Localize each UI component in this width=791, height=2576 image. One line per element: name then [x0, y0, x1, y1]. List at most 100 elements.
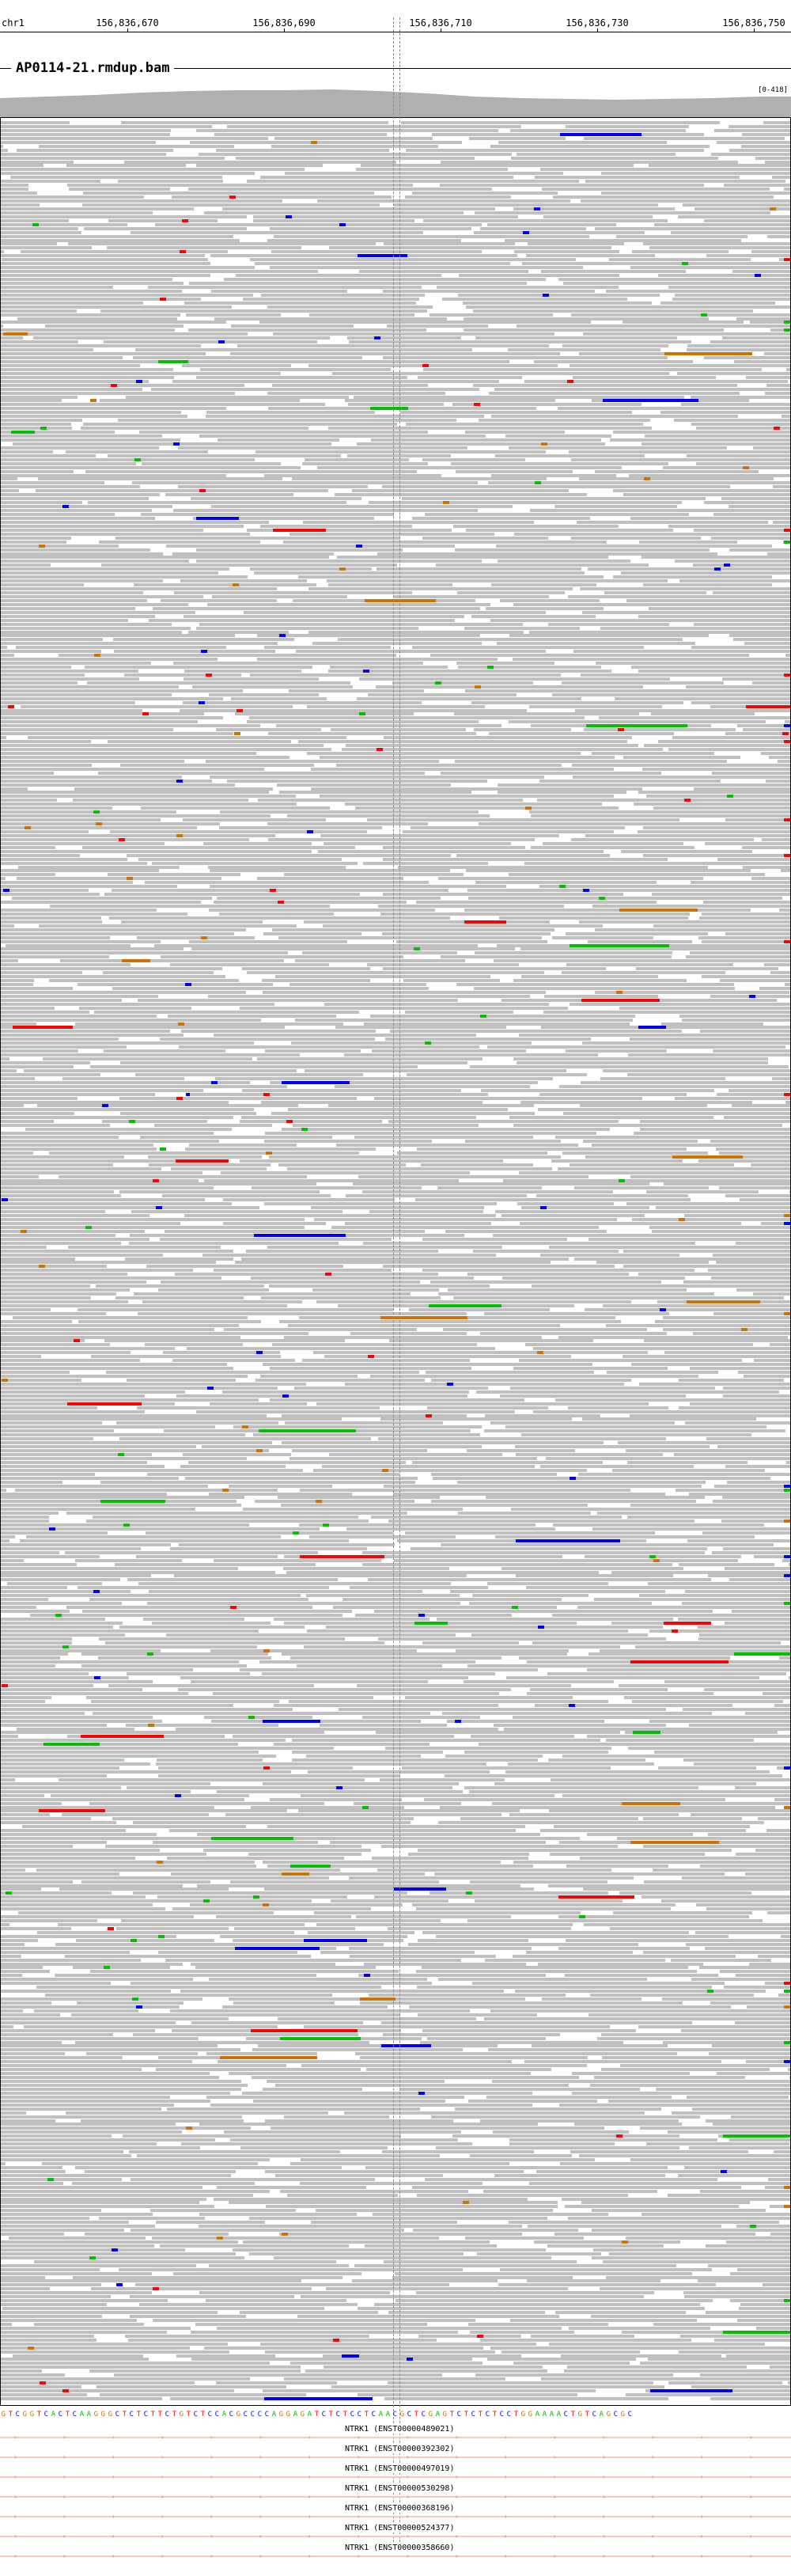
aligned-read[interactable] [602, 1303, 790, 1307]
aligned-read[interactable] [1, 1801, 62, 1805]
aligned-read[interactable] [263, 931, 362, 935]
aligned-read[interactable] [493, 1723, 667, 1727]
aligned-read[interactable] [743, 728, 790, 732]
aligned-read[interactable] [548, 2342, 765, 2346]
aligned-read[interactable] [284, 172, 564, 176]
aligned-read[interactable] [426, 1406, 549, 1409]
aligned-read[interactable] [1, 1080, 250, 1084]
aligned-read[interactable] [1, 1946, 336, 1950]
aligned-read[interactable] [271, 1343, 477, 1347]
gene-feature[interactable]: › › › › › › › › › › › › › › › › NTRK1 (ENST00000497019) [0, 2464, 791, 2482]
aligned-read[interactable] [1, 2044, 218, 2048]
aligned-read[interactable] [179, 1542, 396, 1546]
aligned-read[interactable] [672, 297, 790, 301]
aligned-read[interactable] [1, 1926, 72, 1930]
aligned-read[interactable] [617, 1441, 790, 1445]
aligned-read[interactable] [401, 121, 720, 124]
aligned-read[interactable] [1, 563, 51, 567]
aligned-read[interactable] [164, 1229, 425, 1233]
aligned-read[interactable] [64, 1550, 319, 1554]
aligned-read[interactable] [270, 1367, 472, 1371]
aligned-read[interactable] [257, 634, 481, 638]
aligned-read[interactable] [1, 1594, 301, 1598]
aligned-read[interactable] [130, 2177, 376, 2181]
aligned-read[interactable] [392, 1492, 665, 1496]
aligned-read[interactable] [303, 1645, 620, 1648]
aligned-read[interactable] [565, 1974, 719, 1978]
aligned-read[interactable] [138, 431, 429, 434]
aligned-read[interactable] [85, 666, 313, 670]
aligned-read[interactable] [564, 2369, 790, 2373]
aligned-read[interactable] [753, 1359, 790, 1363]
aligned-read[interactable] [1, 2396, 163, 2400]
aligned-read[interactable] [384, 242, 515, 246]
aligned-read[interactable] [543, 841, 684, 845]
aligned-read[interactable] [1, 188, 29, 192]
aligned-read[interactable] [301, 461, 429, 465]
aligned-read[interactable] [36, 1986, 381, 1990]
aligned-read[interactable] [93, 1516, 359, 1519]
aligned-read[interactable] [706, 1437, 790, 1441]
aligned-read[interactable] [638, 829, 790, 833]
aligned-read[interactable] [1, 1766, 120, 1770]
aligned-read[interactable] [653, 2322, 790, 2326]
aligned-read[interactable] [210, 1648, 417, 1652]
aligned-read[interactable] [173, 509, 478, 513]
aligned-read[interactable] [142, 1617, 244, 1621]
aligned-read[interactable] [90, 1699, 280, 1703]
aligned-read[interactable] [199, 367, 391, 371]
aligned-read[interactable] [1, 2252, 236, 2255]
aligned-read[interactable] [679, 1378, 785, 1382]
aligned-read[interactable] [43, 1057, 252, 1061]
aligned-read[interactable] [1, 634, 235, 638]
aligned-read[interactable] [703, 218, 790, 222]
aligned-read[interactable] [160, 1280, 421, 1284]
aligned-read[interactable] [674, 1096, 790, 1100]
aligned-read[interactable] [705, 2244, 790, 2248]
aligned-read[interactable] [524, 379, 789, 383]
aligned-read[interactable] [90, 2287, 312, 2291]
aligned-read[interactable] [260, 1296, 441, 1299]
aligned-read[interactable] [172, 662, 423, 666]
aligned-read[interactable] [711, 152, 790, 156]
aligned-read[interactable] [573, 1186, 709, 1190]
aligned-read[interactable] [434, 1872, 725, 1876]
aligned-read[interactable] [558, 1335, 789, 1339]
aligned-read[interactable] [153, 2318, 475, 2322]
aligned-read[interactable] [125, 1723, 279, 1727]
aligned-read[interactable] [594, 1598, 790, 1602]
aligned-read[interactable] [1, 246, 93, 250]
aligned-read[interactable] [210, 2103, 533, 2107]
aligned-read[interactable] [664, 1182, 790, 1186]
aligned-read[interactable] [367, 963, 520, 967]
aligned-read[interactable] [359, 2001, 683, 2005]
aligned-read[interactable] [1, 1221, 181, 1225]
aligned-read[interactable] [630, 1174, 790, 1178]
aligned-read[interactable] [203, 1848, 371, 1852]
aligned-read[interactable] [729, 1578, 790, 1582]
aligned-read[interactable] [230, 2138, 458, 2142]
aligned-read[interactable] [679, 1562, 775, 1566]
aligned-read[interactable] [25, 1128, 233, 1132]
aligned-read[interactable] [1, 1954, 22, 1958]
aligned-read[interactable] [113, 2373, 442, 2377]
aligned-read[interactable] [562, 281, 790, 285]
aligned-read[interactable] [1, 2322, 12, 2326]
aligned-read[interactable] [1, 928, 247, 931]
aligned-read[interactable] [1, 1578, 120, 1582]
aligned-read[interactable] [611, 1621, 711, 1625]
aligned-read[interactable] [618, 1684, 790, 1688]
aligned-read[interactable] [380, 912, 690, 916]
aligned-read[interactable] [260, 1375, 358, 1378]
aligned-read[interactable] [1, 1088, 204, 1092]
aligned-read[interactable] [25, 1535, 281, 1538]
aligned-read[interactable] [695, 1903, 790, 1907]
aligned-read[interactable] [780, 869, 790, 873]
aligned-read[interactable] [127, 1785, 453, 1789]
aligned-read[interactable] [190, 1680, 428, 1684]
aligned-read[interactable] [165, 493, 294, 497]
aligned-read[interactable] [262, 2087, 362, 2091]
aligned-read[interactable] [223, 1221, 326, 1225]
aligned-read[interactable] [1, 602, 188, 606]
aligned-read[interactable] [1, 1743, 61, 1747]
